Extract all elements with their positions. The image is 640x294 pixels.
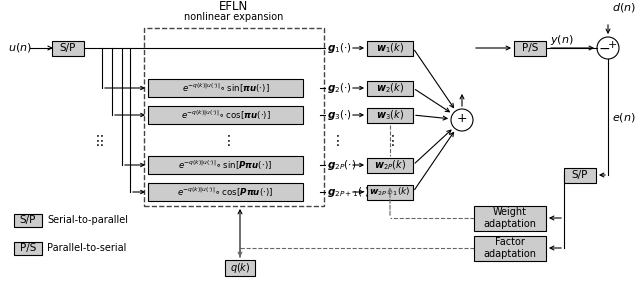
- Text: $\boldsymbol{w}_2(k)$: $\boldsymbol{w}_2(k)$: [376, 81, 404, 95]
- Text: $\boldsymbol{w}_1(k)$: $\boldsymbol{w}_1(k)$: [376, 41, 404, 55]
- Text: $e^{-q(k)|u(\cdot)|}\!\circ\cos[\boldsymbol{P\pi u}(\cdot)]$: $e^{-q(k)|u(\cdot)|}\!\circ\cos[\boldsym…: [177, 185, 274, 199]
- Text: nonlinear expansion: nonlinear expansion: [184, 12, 284, 22]
- FancyBboxPatch shape: [514, 41, 546, 56]
- Text: EFLN: EFLN: [220, 0, 248, 13]
- FancyBboxPatch shape: [14, 241, 42, 255]
- Text: $\boldsymbol{g}_{2P+1}(\cdot)$: $\boldsymbol{g}_{2P+1}(\cdot)$: [327, 185, 370, 199]
- Text: $e^{-q(k)|u(\cdot)|}\!\circ\sin[\boldsymbol{\pi u}(\cdot)]$: $e^{-q(k)|u(\cdot)|}\!\circ\sin[\boldsym…: [182, 81, 269, 95]
- Text: $-$: $-$: [598, 41, 610, 55]
- Text: $\boldsymbol{g}_3(\cdot)$: $\boldsymbol{g}_3(\cdot)$: [327, 108, 352, 122]
- Text: S/P: S/P: [60, 43, 76, 53]
- FancyBboxPatch shape: [225, 260, 255, 276]
- Text: $+$: $+$: [607, 39, 617, 49]
- FancyBboxPatch shape: [367, 158, 413, 173]
- Text: $\boldsymbol{w}_3(k)$: $\boldsymbol{w}_3(k)$: [376, 108, 404, 122]
- Text: Factor
adaptation: Factor adaptation: [483, 237, 536, 259]
- Text: Parallel-to-serial: Parallel-to-serial: [47, 243, 126, 253]
- Text: $\boldsymbol{g}_2(\cdot)$: $\boldsymbol{g}_2(\cdot)$: [327, 81, 352, 95]
- FancyBboxPatch shape: [148, 79, 303, 97]
- FancyBboxPatch shape: [474, 235, 546, 260]
- Text: $\vdots$: $\vdots$: [330, 133, 340, 148]
- FancyBboxPatch shape: [148, 156, 303, 174]
- FancyBboxPatch shape: [148, 183, 303, 201]
- FancyBboxPatch shape: [367, 41, 413, 56]
- FancyBboxPatch shape: [14, 213, 42, 226]
- Text: $+$: $+$: [456, 113, 468, 126]
- Text: $\vdots$: $\vdots$: [94, 133, 104, 148]
- Text: $\boldsymbol{w}_{2P}(k)$: $\boldsymbol{w}_{2P}(k)$: [374, 158, 406, 172]
- Text: Weight
adaptation: Weight adaptation: [483, 207, 536, 229]
- Text: $\boldsymbol{g}_1(\cdot)$: $\boldsymbol{g}_1(\cdot)$: [327, 41, 352, 55]
- FancyBboxPatch shape: [564, 168, 596, 183]
- Text: P/S: P/S: [522, 43, 538, 53]
- Text: P/S: P/S: [20, 243, 36, 253]
- Text: $e^{-q(k)|u(\cdot)|}\!\circ\sin[\boldsymbol{P\pi u}(\cdot)]$: $e^{-q(k)|u(\cdot)|}\!\circ\sin[\boldsym…: [179, 158, 273, 172]
- Text: $\vdots$: $\vdots$: [385, 133, 395, 148]
- Text: $e^{-q(k)|u(\cdot)|}\!\circ\cos[\boldsymbol{\pi u}(\cdot)]$: $e^{-q(k)|u(\cdot)|}\!\circ\cos[\boldsym…: [180, 108, 271, 122]
- FancyBboxPatch shape: [148, 106, 303, 124]
- Text: S/P: S/P: [572, 170, 588, 180]
- Text: $\vdots$: $\vdots$: [221, 133, 230, 148]
- Text: $\boldsymbol{w}_{2P+1}(k)$: $\boldsymbol{w}_{2P+1}(k)$: [369, 186, 411, 198]
- Text: $d(n)$: $d(n)$: [612, 1, 636, 14]
- FancyBboxPatch shape: [367, 81, 413, 96]
- FancyBboxPatch shape: [367, 108, 413, 123]
- Text: $y(n)$: $y(n)$: [550, 33, 573, 47]
- Text: Serial-to-parallel: Serial-to-parallel: [47, 215, 128, 225]
- Text: S/P: S/P: [20, 215, 36, 225]
- Text: $\vdots$: $\vdots$: [90, 133, 100, 148]
- FancyBboxPatch shape: [367, 185, 413, 200]
- FancyBboxPatch shape: [474, 206, 546, 230]
- Text: $e(n)$: $e(n)$: [612, 111, 636, 124]
- Text: $u(n)$: $u(n)$: [8, 41, 32, 54]
- FancyBboxPatch shape: [52, 41, 84, 56]
- Text: $q(k)$: $q(k)$: [230, 261, 250, 275]
- Text: $\boldsymbol{g}_{2P}(\cdot)$: $\boldsymbol{g}_{2P}(\cdot)$: [327, 158, 356, 172]
